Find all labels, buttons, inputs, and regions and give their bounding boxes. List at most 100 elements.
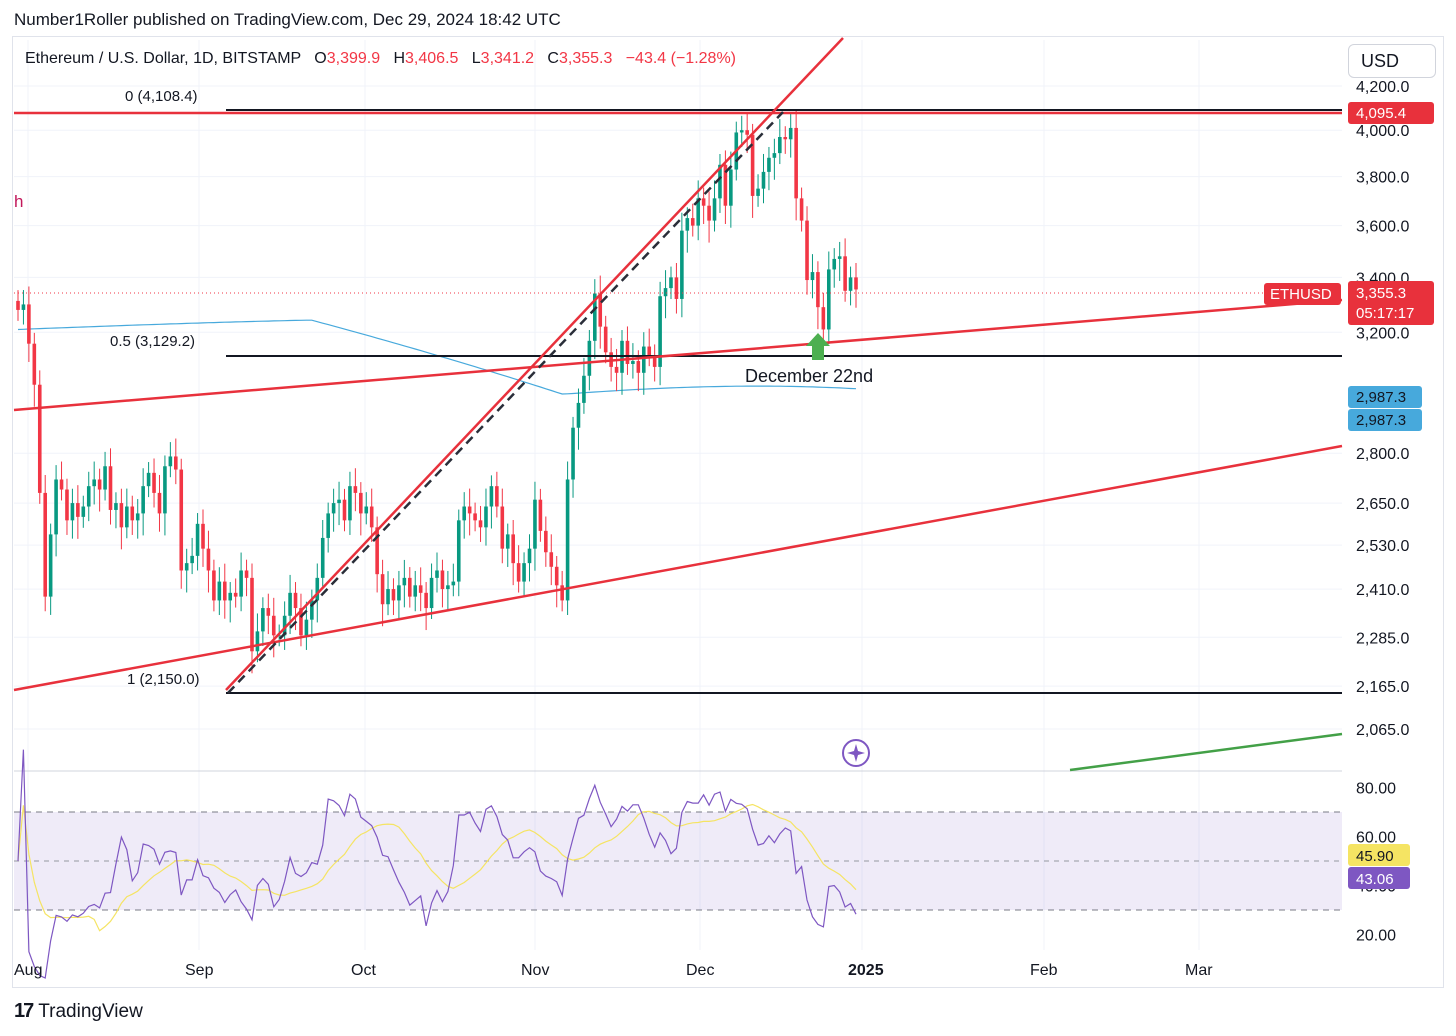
candle-body [750, 134, 755, 196]
candle-body [631, 361, 635, 364]
candle-body [593, 293, 597, 341]
open-label: O [314, 50, 327, 67]
candle-body [337, 499, 341, 504]
candle-body [690, 218, 695, 226]
price-tick-label: 3,200.0 [1356, 325, 1409, 342]
trendline-lower[interactable] [13, 444, 1343, 692]
candle-body [674, 277, 679, 299]
candle-body [473, 513, 477, 521]
candle-body [756, 188, 760, 196]
candle-body [168, 456, 173, 467]
candle-body [799, 198, 804, 221]
symbol-badge [1264, 283, 1341, 305]
candle-body [37, 384, 42, 493]
candle-body [288, 592, 292, 616]
price-tick-label: 2,065.0 [1356, 722, 1409, 739]
time-axis[interactable]: Aug Sep Oct Nov Dec 2025 Feb Mar [14, 962, 1213, 979]
price-tick-label: 3,800.0 [1356, 170, 1409, 187]
close-label: C [547, 50, 559, 67]
rsi-ma-line [17, 803, 857, 932]
candle-body [386, 589, 390, 605]
moving-average-line [17, 319, 857, 395]
rsi-tick-label: 80.00 [1356, 781, 1396, 798]
candle-body [647, 346, 652, 356]
candle-body [320, 537, 325, 578]
trendline-green[interactable] [1069, 732, 1343, 772]
rsi-panel [14, 749, 1342, 979]
candle-body [195, 523, 200, 556]
candle-body [767, 157, 771, 172]
candle-body [462, 506, 467, 521]
candle-body [402, 577, 407, 586]
chart-frame [12, 36, 1444, 988]
ma-badge-a-text: 2,987.3 [1356, 389, 1406, 406]
tradingview-logo-icon: 17 [14, 1000, 34, 1022]
candle-body [184, 563, 189, 571]
price-tick-label: 2,285.0 [1356, 630, 1409, 647]
trendline-steep[interactable] [225, 37, 844, 691]
candle-body [625, 340, 630, 364]
candle-body [669, 277, 673, 289]
candle-body [97, 479, 102, 490]
candle-body [315, 577, 320, 601]
candle-body [446, 585, 450, 590]
candle-body [816, 272, 820, 308]
fib-1-label: 1 (2,150.0) [127, 671, 200, 688]
last-price-badge [1348, 281, 1434, 325]
candle-body [119, 503, 124, 528]
candle-body [54, 479, 58, 535]
time-tick-label: Feb [1030, 962, 1058, 979]
symbol-title: Ethereum / U.S. Dollar, 1D, BITSTAMP [25, 50, 301, 67]
candle-body [603, 326, 608, 353]
price-grid [14, 40, 1342, 950]
candle-body [299, 608, 303, 636]
price-tick-label: 2,165.0 [1356, 679, 1409, 696]
candle-body [680, 230, 684, 299]
price-axis[interactable]: 4,200.04,000.03,800.03,600.03,400.03,200… [1356, 79, 1409, 739]
candle-body [21, 304, 26, 310]
candle-body [505, 534, 510, 549]
price-tick-label: 2,410.0 [1356, 582, 1409, 599]
candle-body [81, 506, 86, 517]
candle-body [478, 520, 483, 528]
left-marker: h [14, 192, 23, 211]
candle-body [598, 293, 603, 327]
candle-body [114, 503, 118, 510]
currency-button[interactable]: USD [1348, 44, 1436, 78]
candle-body [359, 492, 363, 514]
rsi-line [17, 749, 857, 979]
publisher-credit: Number1Roller published on TradingView.c… [14, 10, 561, 29]
candle-body [353, 486, 358, 493]
candle-body [282, 615, 287, 636]
candle-body [271, 615, 276, 636]
candle-body [663, 288, 668, 297]
candle-body [826, 269, 831, 330]
trendline-middle[interactable] [13, 298, 1343, 412]
high-value: 3,406.5 [405, 50, 459, 67]
candle-body [783, 137, 788, 140]
ma-badge-b-text: 2,987.3 [1356, 412, 1406, 429]
price-tick-label: 2,800.0 [1356, 446, 1409, 463]
candle-body [794, 127, 798, 199]
candle-body [310, 600, 314, 620]
candle-body [805, 220, 809, 281]
candle-body [832, 258, 837, 270]
time-tick-label: Nov [521, 962, 549, 979]
price-tick-label: 4,000.0 [1356, 123, 1409, 140]
candle-body [484, 506, 488, 528]
candle-body [86, 486, 91, 507]
candle-body [429, 577, 434, 609]
rsi-ma-badge [1348, 844, 1410, 866]
candle-body [440, 570, 445, 590]
ma-badge-b [1348, 409, 1422, 431]
time-tick-label: Sep [185, 962, 214, 979]
candle-body [135, 513, 140, 521]
candle-body [255, 631, 260, 652]
open-value: 3,399.9 [326, 50, 381, 67]
candle-body [331, 503, 336, 514]
candle-body [707, 205, 711, 221]
candle-body [641, 346, 646, 373]
candle-body [516, 563, 521, 582]
candle-body [576, 402, 581, 428]
